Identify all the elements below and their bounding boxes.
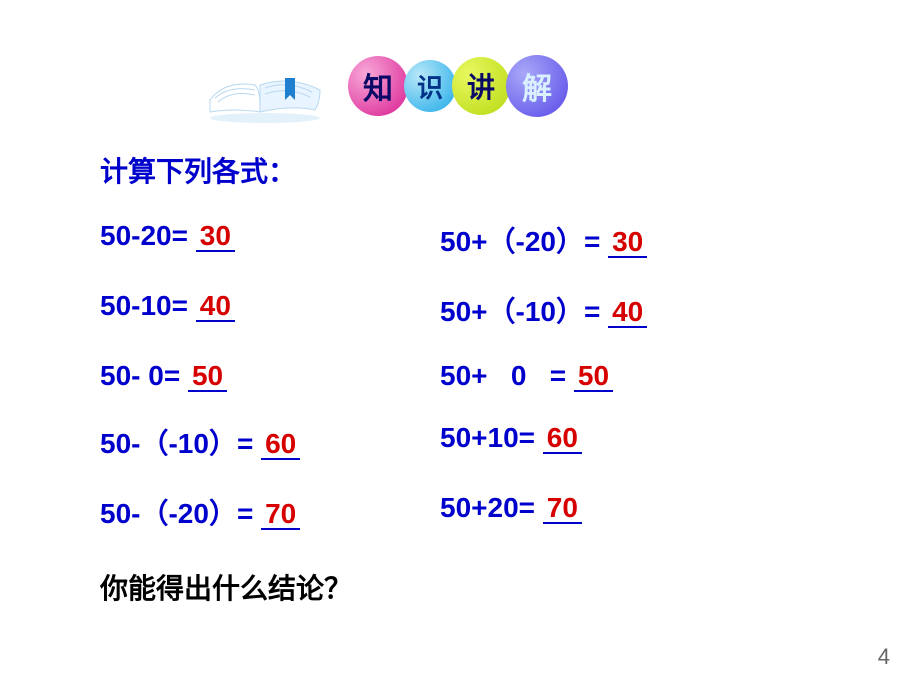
book-icon xyxy=(200,50,330,130)
right-expression: 50+10= xyxy=(440,422,543,454)
content: 计算下列各式： 50-20= 3050+（-20）= 3050-10= 4050… xyxy=(100,150,820,607)
right-expression: 50+20= xyxy=(440,492,543,524)
title-circle-1: 识 xyxy=(404,60,456,112)
title-circles: 知识讲解 xyxy=(352,55,568,117)
equation-row: 50-10= 4050+（-10）= 40 xyxy=(100,290,820,330)
left-expression: 50-10= xyxy=(100,290,196,322)
left-answer: 60 xyxy=(261,430,300,460)
left-expression: 50-（-20）= xyxy=(100,492,261,532)
right-answer: 40 xyxy=(608,298,647,328)
equation-row: 50-（-20）= 7050+20= 70 xyxy=(100,492,820,532)
left-answer: 30 xyxy=(196,222,235,252)
conclusion-text: 你能得出什么结论？ xyxy=(100,567,820,607)
title-circle-0: 知 xyxy=(348,56,408,116)
equation-row: 50- 0= 5050+ 0 = 50 xyxy=(100,360,820,392)
equation-row: 50-（-10）= 6050+10= 60 xyxy=(100,422,820,462)
right-expression: 50+（-10）= xyxy=(440,290,608,330)
instruction-text: 计算下列各式： xyxy=(100,150,820,190)
left-answer: 70 xyxy=(261,500,300,530)
right-answer: 60 xyxy=(543,424,582,454)
right-expression: 50+ 0 = xyxy=(440,360,574,392)
right-answer: 70 xyxy=(543,494,582,524)
title-circle-3: 解 xyxy=(506,55,568,117)
left-expression: 50-20= xyxy=(100,220,196,252)
title-circle-2: 讲 xyxy=(452,57,510,115)
left-answer: 40 xyxy=(196,292,235,322)
right-answer: 30 xyxy=(608,228,647,258)
right-expression: 50+（-20）= xyxy=(440,220,608,260)
left-expression: 50-（-10）= xyxy=(100,422,261,462)
page-number: 4 xyxy=(878,644,890,670)
left-answer: 50 xyxy=(188,362,227,392)
equation-row: 50-20= 3050+（-20）= 30 xyxy=(100,220,820,260)
equation-rows: 50-20= 3050+（-20）= 3050-10= 4050+（-10）= … xyxy=(100,220,820,532)
left-expression: 50- 0= xyxy=(100,360,188,392)
header: 知识讲解 xyxy=(0,55,920,117)
right-answer: 50 xyxy=(574,362,613,392)
